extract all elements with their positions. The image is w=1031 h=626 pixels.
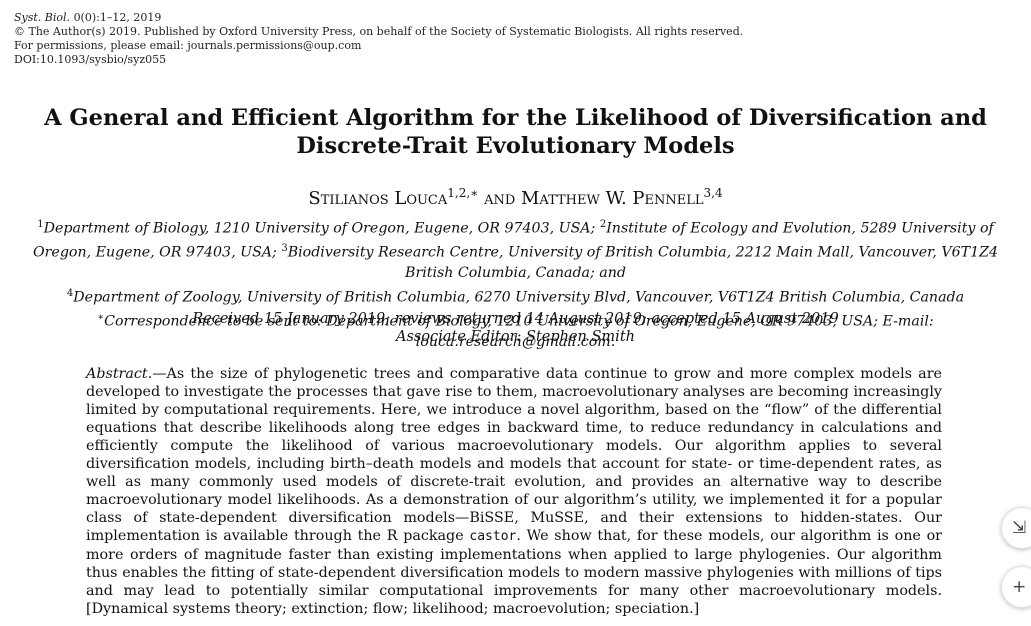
- publication-dates: Received 15 January 2019; reviews return…: [0, 310, 1031, 346]
- abstract-label: Abstract.: [86, 366, 153, 382]
- abstract-text: . We show that, for these models, our al…: [86, 528, 943, 617]
- author-superscript: 3,4: [703, 186, 723, 200]
- affiliation-text: Biodiversity Research Centre, University…: [287, 244, 998, 282]
- abstract: Abstract.—As the size of phylogenetic tr…: [86, 365, 942, 618]
- affiliation-text: Department of Biology, 1210 University o…: [43, 220, 600, 237]
- affiliation-number: 1: [37, 219, 44, 230]
- plus-icon: +: [1012, 576, 1027, 597]
- author-name: Matthew W. Pennell: [520, 188, 704, 209]
- received-dates: Received 15 January 2019; reviews return…: [192, 311, 839, 327]
- associate-editor: Associate Editor: Stephen Smith: [396, 329, 635, 345]
- collapse-icon: ⇲: [1012, 517, 1027, 538]
- doi-line: DOI:10.1093/sysbio/syz055: [14, 53, 167, 66]
- affiliation-text: Department of Zoology, University of Bri…: [73, 289, 965, 306]
- affiliations: 1Department of Biology, 1210 University …: [10, 215, 1021, 352]
- correspondence-mark: ∗: [97, 311, 105, 323]
- paper-title: A General and Efficient Algorithm for th…: [44, 105, 987, 159]
- journal-issue: 0(0):1–12, 2019: [73, 11, 162, 24]
- copyright-line: © The Author(s) 2019. Published by Oxfor…: [14, 25, 744, 38]
- author-superscript: 1,2,∗: [447, 186, 479, 200]
- permissions-line: For permissions, please email: journals.…: [14, 39, 362, 52]
- affiliation-number: 4: [66, 287, 74, 299]
- affiliation-number: 3: [281, 243, 288, 255]
- zoom-in-button[interactable]: +: [1001, 566, 1031, 608]
- collapse-button[interactable]: ⇲: [1001, 507, 1031, 549]
- author-conjunction: and: [484, 188, 516, 209]
- citation-line: Syst. Biol. 0(0):1–12, 2019: [14, 11, 743, 25]
- package-name: castor: [469, 529, 517, 544]
- author-list: Stilianos Louca1,2,∗ and Matthew W. Penn…: [0, 180, 1031, 212]
- affiliation-text: Institute of Ecology and Evolution, 5289…: [33, 220, 994, 261]
- journal-header: Syst. Biol. 0(0):1–12, 2019 © The Author…: [14, 11, 743, 67]
- journal-name: Syst. Biol.: [14, 11, 71, 24]
- abstract-text: —As the size of phylogenetic trees and c…: [86, 366, 942, 544]
- correspondence-text: Correspondence to be sent to: Department…: [104, 313, 934, 350]
- author-name: Stilianos Louca: [308, 188, 448, 209]
- affiliation-number: 2: [599, 219, 607, 230]
